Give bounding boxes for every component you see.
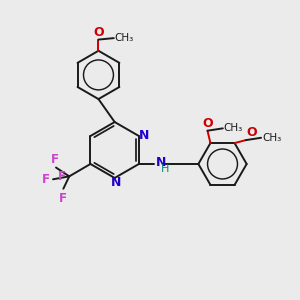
Text: CH₃: CH₃ — [262, 133, 281, 143]
Text: CH₃: CH₃ — [114, 33, 134, 43]
Text: N: N — [111, 176, 121, 190]
Text: F: F — [59, 192, 68, 205]
Text: CH₃: CH₃ — [224, 123, 243, 134]
Text: H: H — [160, 164, 169, 174]
Text: F: F — [58, 170, 66, 183]
Text: N: N — [139, 129, 149, 142]
Text: N: N — [155, 156, 166, 169]
Text: F: F — [51, 153, 59, 166]
Text: O: O — [202, 116, 213, 130]
Text: O: O — [93, 26, 104, 39]
Text: F: F — [42, 173, 50, 186]
Text: O: O — [247, 126, 257, 139]
